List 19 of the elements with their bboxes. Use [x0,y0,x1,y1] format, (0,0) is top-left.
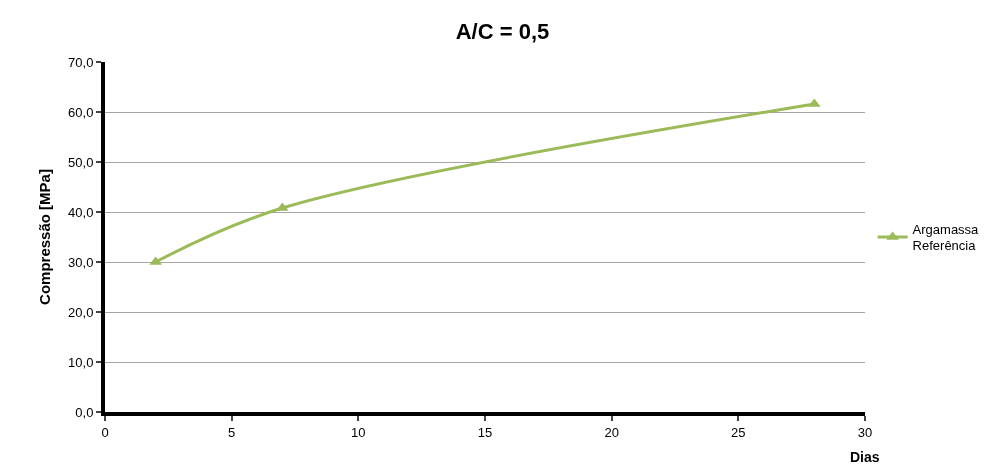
y-axis-title: Compressão [MPa] [35,169,53,305]
x-tick-label: 20 [604,424,619,440]
x-tick-label: 30 [857,424,873,440]
x-tick-label: 15 [477,424,493,440]
x-tick-label: 25 [731,424,746,440]
y-tick-label: 60,0 [68,104,94,120]
x-tick-label: 5 [228,424,236,440]
y-tick-label: 70,0 [68,54,94,70]
y-tick-label: 20,0 [68,304,94,320]
y-tick-label: 30,0 [68,254,94,270]
legend-label: Argamassa Referência [912,221,980,254]
y-tick-label: 50,0 [68,154,94,170]
y-tick-label: 10,0 [68,354,94,370]
chart-title: A/C = 0,5 [455,19,550,44]
x-axis-title: Dias [850,449,880,465]
x-tick-label: 10 [351,424,366,440]
y-tick-label: 40,0 [68,204,94,220]
x-tick-label: 0 [101,424,109,440]
y-tick-label: 0,0 [75,404,94,420]
